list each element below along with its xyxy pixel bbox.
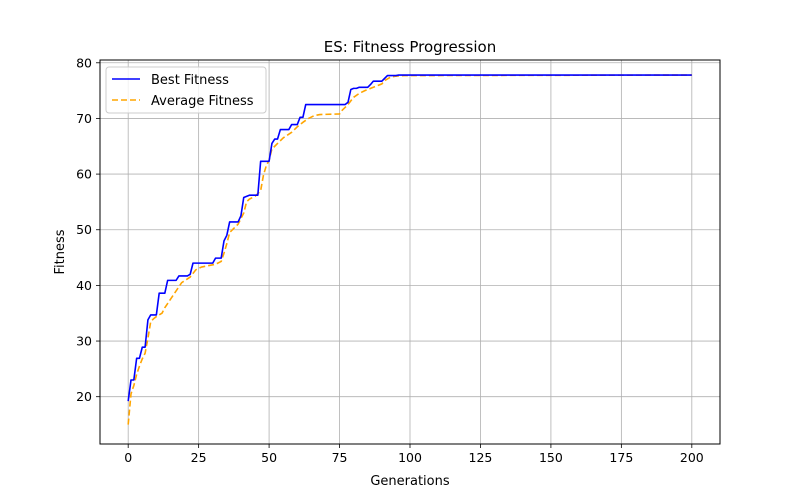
legend: Best Fitness Average Fitness [105, 66, 267, 114]
y-tick-label: 20 [76, 389, 92, 404]
chart-title: ES: Fitness Progression [324, 38, 496, 56]
grid-layer [100, 60, 720, 444]
y-tick-label: 70 [76, 111, 92, 126]
y-tick-label: 80 [76, 55, 92, 70]
x-axis-label: Generations [370, 474, 450, 489]
x-tick-label: 200 [680, 450, 704, 465]
tick-layer: 0 25 50 75 100 125 150 175 200 20 30 40 50 60 70 80 [76, 55, 704, 465]
x-tick-label: 100 [398, 450, 422, 465]
x-tick-label: 50 [261, 450, 277, 465]
x-tick-label: 25 [191, 450, 207, 465]
legend-label-average-fitness: Average Fitness [151, 94, 254, 109]
x-tick-label: 75 [332, 450, 348, 465]
y-axis-label: Fitness [53, 229, 68, 274]
y-tick-label: 40 [76, 278, 92, 293]
legend-box [105, 66, 267, 114]
series-line-average-fitness [127, 74, 692, 425]
y-tick-label: 50 [76, 222, 92, 237]
x-tick-label: 125 [469, 450, 493, 465]
x-tick-label: 175 [609, 450, 633, 465]
x-tick-label: 150 [539, 450, 563, 465]
y-tick-label: 60 [76, 167, 92, 182]
x-tick-label: 0 [124, 450, 132, 465]
series-line-best-fitness [127, 74, 692, 402]
y-tick-label: 30 [76, 334, 92, 349]
series-layer [127, 74, 692, 425]
legend-label-best-fitness: Best Fitness [151, 73, 229, 88]
